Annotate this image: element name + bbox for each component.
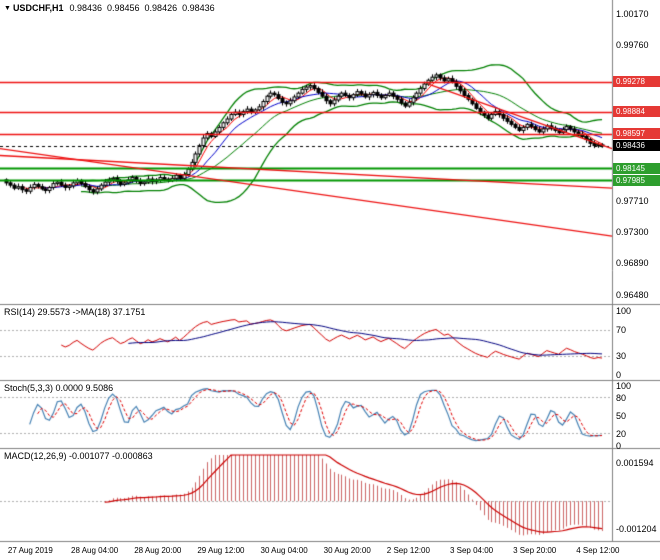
price-axis-label: 0.96890	[616, 258, 649, 269]
macd-scale-label: 0.001594	[616, 458, 654, 468]
symbol-dropdown-icon: ▼	[4, 5, 11, 13]
price-axis-label: 1.00170	[616, 9, 649, 20]
time-axis-label: 2 Sep 12:00	[386, 546, 430, 555]
time-axis-label: 29 Aug 12:00	[197, 546, 245, 555]
quote-low: 0.98426	[144, 3, 178, 13]
time-axis-label: 28 Aug 20:00	[134, 546, 182, 555]
time-axis-label: 30 Aug 04:00	[260, 546, 308, 555]
stoch-scale-label: 100	[616, 381, 632, 391]
quote-high: 0.98456	[107, 3, 140, 13]
rsi-scale-label: 0	[616, 370, 622, 380]
stoch-indicator-label: Stoch(5,3,3) 0.0000 9.5086	[4, 383, 114, 393]
time-axis-label: 4 Sep 12:00	[576, 546, 620, 555]
rsi-scale-label: 30	[616, 350, 627, 361]
price-level-badge: 0.98145	[613, 162, 660, 174]
price-axis-label: 0.97300	[616, 227, 649, 238]
stoch-scale-label: 0	[616, 441, 622, 451]
price-axis-label: 0.99760	[616, 40, 649, 51]
stoch-scale-label: 20	[616, 429, 627, 439]
time-axis-label: 30 Aug 20:00	[323, 546, 371, 555]
rsi-scale-label: 100	[616, 306, 632, 316]
time-axis-label: 3 Sep 20:00	[513, 546, 557, 555]
stoch-scale-label: 50	[616, 411, 627, 421]
price-axis-label: 0.97710	[616, 196, 649, 207]
price-level-badge: 0.97985	[613, 174, 660, 186]
price-level-badge: 0.98436	[613, 140, 660, 152]
chart-header: ▼ USDCHF,H1 0.98436 0.98456 0.98426 0.98436	[4, 3, 220, 13]
rsi-indicator-label: RSI(14) 29.5573 ->MA(18) 37.1751	[4, 307, 146, 317]
price-axis-label: 0.96480	[616, 289, 649, 300]
rsi-scale-label: 70	[616, 325, 627, 336]
quote-close: 0.98436	[182, 3, 215, 13]
price-level-badge: 0.98597	[613, 128, 660, 140]
price-level-badge: 0.98884	[613, 106, 660, 118]
macd-scale-label: -0.001204	[616, 524, 657, 534]
time-axis-label: 3 Sep 04:00	[449, 546, 494, 555]
price-level-badge: 0.99278	[613, 76, 660, 88]
quote-open: 0.98436	[69, 3, 102, 13]
time-axis-label: 28 Aug 04:00	[71, 546, 119, 555]
stoch-scale-label: 80	[616, 393, 627, 403]
time-axis-label: 27 Aug 2019	[7, 546, 53, 555]
symbol-timeframe-label: USDCHF,H1	[12, 3, 64, 13]
macd-indicator-label: MACD(12,26,9) -0.001077 -0.000863	[4, 451, 153, 461]
